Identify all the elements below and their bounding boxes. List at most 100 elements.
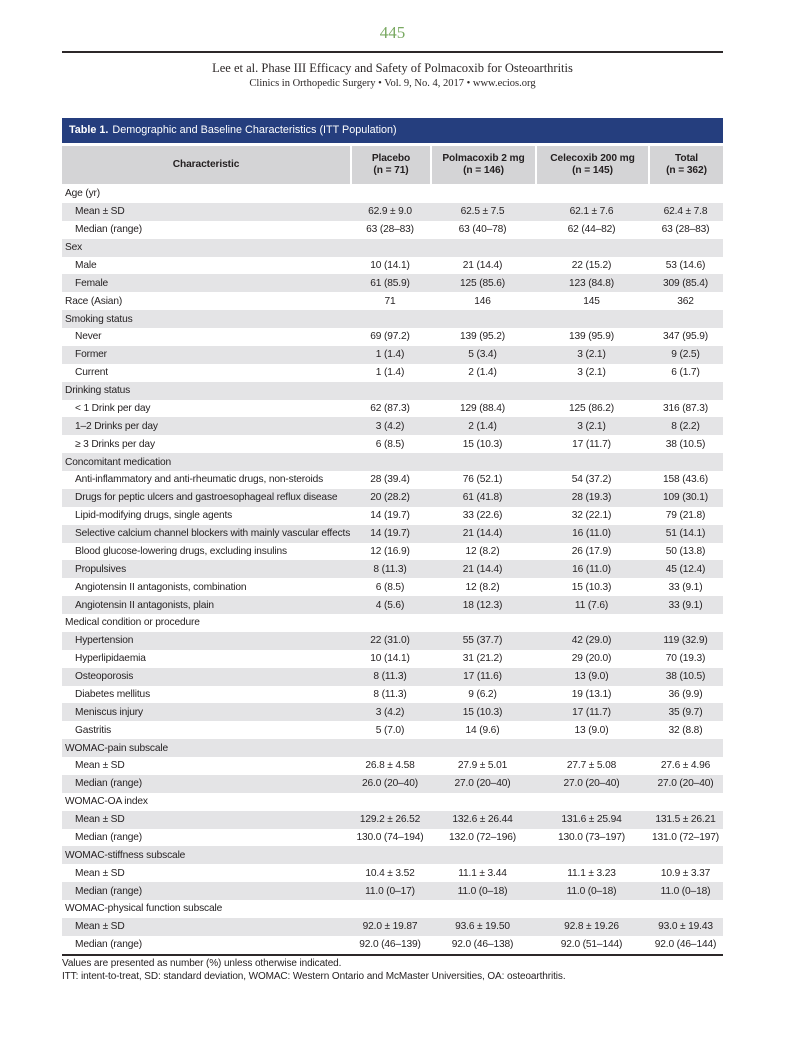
row-value: 92.0 (46–139) <box>359 939 421 951</box>
row-value: 8 (2.2) <box>671 420 700 432</box>
row-label: Mean ± SD <box>75 814 125 826</box>
row-value: 16 (11.0) <box>572 563 611 575</box>
row-value: 15 (10.3) <box>462 706 503 718</box>
header-rule <box>62 51 723 53</box>
row-value: 11.0 (0–18) <box>660 885 711 897</box>
footnote-abbreviations: ITT: intent-to-treat, SD: standard devia… <box>62 970 566 982</box>
row-label: Former <box>75 349 107 361</box>
header-n: (n = 362) <box>666 165 707 176</box>
row-value: 9 (6.2) <box>468 688 497 700</box>
row-value: 38 (10.5) <box>665 671 706 683</box>
footnote-values: Values are presented as number (%) unles… <box>62 958 342 969</box>
row-label: Angiotensin II antagonists, combination <box>75 581 247 593</box>
row-label: ≥ 3 Drinks per day <box>75 438 155 450</box>
row-label: Propulsives <box>75 563 127 575</box>
row-label: Male <box>75 259 97 271</box>
row-value: 38 (10.5) <box>665 438 706 450</box>
row-label: Race (Asian) <box>65 295 123 307</box>
row-value: 8 (11.3) <box>373 688 407 700</box>
header-cell-polmacoxib: Polmacoxib 2 mg (n = 146) <box>430 146 535 184</box>
row-value: 6 (8.5) <box>375 581 405 593</box>
row-value: 61 (41.8) <box>462 492 503 504</box>
row-value: 131.0 (72–197) <box>651 831 719 843</box>
table-row: Mean ± SD 10.4 ± 3.52 11.1 ± 3.44 11.1 ± 3.… <box>62 864 723 882</box>
row-value: 129.2 ± 26.52 <box>359 814 421 826</box>
row-label: Current <box>75 367 108 379</box>
row-value: 92.0 (46–138) <box>451 939 514 951</box>
table-row: Diabetes mellitus 8 (11.3) 9 (6.2) 19 (13.1… <box>62 686 723 704</box>
row-value: 15 (10.3) <box>462 438 503 450</box>
section-row: WOMAC-pain subscale <box>62 739 723 757</box>
row-label: Lipid-modifying drugs, single agents <box>75 510 233 522</box>
row-value: 22 (31.0) <box>370 635 410 647</box>
page-number: 445 <box>379 23 406 42</box>
table-row: Blood glucose-lowering drugs, excluding … <box>62 543 723 561</box>
header-cell-total: Total (n = 362) <box>648 146 723 184</box>
row-value: 63 (40–78) <box>458 224 507 236</box>
row-value: 55 (37.7) <box>462 635 503 647</box>
row-value: 33 (9.1) <box>668 599 703 611</box>
row-value: 6 (1.7) <box>671 367 700 379</box>
row-value: 62 (87.3) <box>370 402 410 414</box>
table-header-row: Characteristic Placebo (n = 71) Polmacox… <box>62 146 723 184</box>
row-value: 21 (14.4) <box>462 259 503 271</box>
row-value: 54 (37.2) <box>571 474 612 486</box>
row-value: 12 (8.2) <box>465 545 500 557</box>
row-value: 1 (1.4) <box>375 349 405 361</box>
row-value: 119 (32.9) <box>663 635 708 647</box>
table-body: Age (yr) Mean ± SD 62.9 ± 9.0 62.5 ± 7.5 62.… <box>62 185 723 954</box>
table-row: Gastritis 5 (7.0) 14 (9.6) 13 (9.0) 32 (8.8) <box>62 721 723 739</box>
row-value: 20 (28.2) <box>370 492 410 504</box>
row-value: 10 (14.1) <box>370 259 410 271</box>
table-row: ≥ 3 Drinks per day 6 (8.5) 15 (10.3) 17 (11… <box>62 435 723 453</box>
row-value: 145 <box>583 295 600 307</box>
row-label: Median (range) <box>75 939 142 951</box>
row-value: 79 (21.8) <box>665 510 706 522</box>
row-value: 8 (11.3) <box>373 671 407 683</box>
citation-source: Clinics in Orthopedic Surgery • Vol. 9, … <box>249 78 536 89</box>
table-row: Median (range) 130.0 (74–194) 132.0 (72–19… <box>62 829 723 847</box>
row-value: 125 (85.6) <box>460 277 505 289</box>
row-value: 69 (97.2) <box>370 331 410 343</box>
row-value: 27.0 (20–40) <box>454 778 511 790</box>
row-value: 11 (7.6) <box>574 599 609 611</box>
table-title-label: Table 1. <box>69 124 109 136</box>
row-value: 3 (2.1) <box>577 420 606 432</box>
row-value: 62.4 ± 7.8 <box>663 206 708 218</box>
row-value: 28 (39.4) <box>370 474 410 486</box>
row-value: 93.0 ± 19.43 <box>658 921 713 933</box>
header-label: Celecoxib 200 mg <box>550 152 635 164</box>
row-value: 62.5 ± 7.5 <box>460 206 505 218</box>
row-value: 45 (12.4) <box>665 563 706 575</box>
row-value: 3 (2.1) <box>577 367 606 379</box>
row-label: Never <box>75 331 102 343</box>
row-label: Drugs for peptic ulcers and gastroesopha… <box>75 492 338 504</box>
row-value: 13 (9.0) <box>574 724 609 736</box>
section-row: WOMAC-physical function subscale <box>62 900 723 918</box>
row-value: 123 (84.8) <box>569 277 614 289</box>
row-value: 130.0 (73–197) <box>557 831 625 843</box>
header-n: (n = 145) <box>572 165 613 176</box>
row-value: 10 (14.1) <box>370 653 410 665</box>
row-value: 4 (5.6) <box>375 599 405 611</box>
row-value: 130.0 (74–194) <box>356 831 424 843</box>
row-value: 19 (13.1) <box>571 688 612 700</box>
table-row: Selective calcium channel blockers with … <box>62 524 723 543</box>
row-value: 6 (8.5) <box>375 438 405 450</box>
row-label: Meniscus injury <box>75 706 143 718</box>
table-title-bar: Table 1. Demographic and Baseline Charact… <box>62 118 723 143</box>
row-value: 14 (9.6) <box>465 724 500 736</box>
row-label: WOMAC-OA index <box>65 796 148 808</box>
row-value: 12 (8.2) <box>465 581 500 593</box>
table-row: 1–2 Drinks per day 3 (4.2) 2 (1.4) 3 (2.1) 8… <box>62 417 723 436</box>
row-value: 10.9 ± 3.37 <box>660 867 711 879</box>
row-value: 146 <box>474 295 491 307</box>
row-value: 131.6 ± 25.94 <box>561 814 622 826</box>
row-label: Mean ± SD <box>75 206 125 218</box>
header-label: Total <box>674 152 699 164</box>
header-n: (n = 146) <box>463 165 504 176</box>
row-label: Smoking status <box>65 313 133 325</box>
header-n: (n = 71) <box>373 165 409 176</box>
row-value: 109 (30.1) <box>663 492 708 504</box>
header-cell-characteristic: Characteristic <box>62 146 350 184</box>
